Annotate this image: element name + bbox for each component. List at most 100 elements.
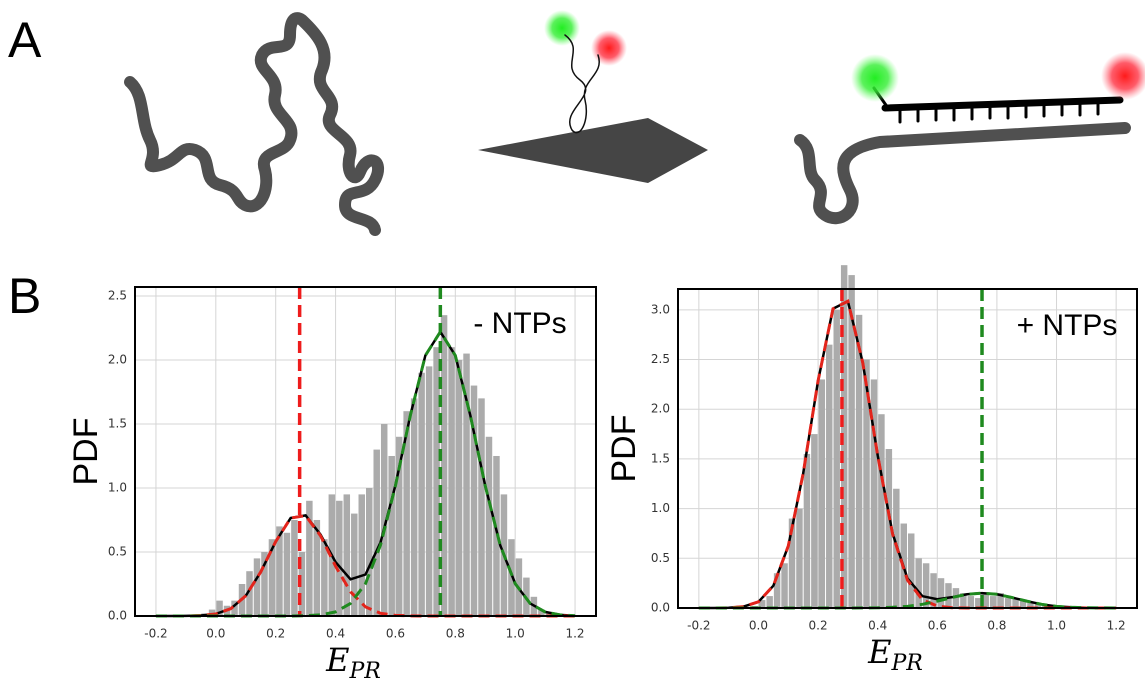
bar bbox=[811, 434, 818, 608]
y-tick-label: 0.5 bbox=[651, 551, 670, 565]
x-axis-label: EPR bbox=[867, 633, 923, 677]
bar bbox=[885, 448, 893, 608]
bar bbox=[380, 423, 388, 616]
bar bbox=[231, 600, 238, 616]
bar bbox=[766, 596, 773, 608]
x-tick-label: 0.2 bbox=[809, 619, 828, 633]
y-tick-label: 2.5 bbox=[108, 288, 127, 302]
x-axis-label-main: E bbox=[867, 633, 891, 671]
bar bbox=[982, 593, 989, 608]
annotation: + NTPs bbox=[1017, 309, 1118, 342]
x-axis-label: EPR bbox=[325, 641, 381, 684]
y-tick-label: 3.0 bbox=[651, 302, 670, 316]
bar bbox=[781, 563, 788, 608]
bar bbox=[268, 539, 276, 616]
y-tick-label: 1.0 bbox=[651, 501, 670, 515]
bar bbox=[773, 573, 781, 608]
plot-area bbox=[678, 289, 1137, 608]
y-tick-label: 2.0 bbox=[108, 352, 127, 366]
bar bbox=[433, 347, 440, 616]
illustration bbox=[124, 10, 1145, 236]
bar bbox=[818, 379, 826, 608]
y-tick-label: 2.0 bbox=[651, 402, 670, 416]
bar bbox=[216, 600, 223, 616]
y-axis-label: PDF bbox=[67, 418, 105, 486]
bar bbox=[366, 487, 373, 616]
bar bbox=[989, 596, 997, 608]
bar bbox=[306, 500, 313, 616]
y-axis-label: PDF bbox=[605, 415, 643, 483]
bar bbox=[298, 551, 306, 616]
bar bbox=[351, 513, 358, 616]
x-axis-label-subscript: PR bbox=[890, 651, 922, 676]
panel-label: A bbox=[8, 12, 42, 68]
x-tick-label: 0.4 bbox=[326, 627, 345, 641]
bar bbox=[863, 359, 870, 608]
x-tick-label: 1.0 bbox=[1047, 619, 1066, 633]
bar bbox=[1012, 598, 1019, 608]
bar bbox=[425, 366, 433, 616]
bar bbox=[915, 558, 922, 608]
bar bbox=[855, 314, 863, 608]
bar bbox=[788, 518, 796, 608]
x-tick-label: 0.4 bbox=[868, 619, 887, 633]
plot-frame bbox=[134, 286, 597, 617]
bar bbox=[388, 455, 395, 616]
panel-label: B bbox=[8, 268, 41, 324]
charts: -0.2 0.0 0.2 0.4 0.6 0.8 1.0 1.2 0.0 0.5 1.0 1.5 2.0… bbox=[67, 265, 1138, 684]
x-tick-label: 0.2 bbox=[266, 627, 285, 641]
bar bbox=[470, 385, 478, 616]
bar bbox=[358, 494, 365, 616]
bar bbox=[336, 500, 343, 616]
bar bbox=[1027, 603, 1034, 608]
x-tick-label: 0.8 bbox=[987, 619, 1006, 633]
bar bbox=[848, 275, 855, 608]
x-tick-label: 0.8 bbox=[446, 627, 465, 641]
x-axis-label-main: E bbox=[325, 641, 349, 679]
bar bbox=[373, 449, 380, 616]
bar bbox=[418, 372, 425, 616]
bar bbox=[796, 508, 803, 608]
bar bbox=[343, 494, 351, 616]
x-tick-label: -0.2 bbox=[687, 619, 710, 633]
bar bbox=[261, 551, 268, 616]
bar bbox=[922, 563, 930, 608]
bar bbox=[283, 532, 291, 616]
bar bbox=[545, 612, 553, 616]
x-tick-label: 0.6 bbox=[386, 627, 405, 641]
plot-frame bbox=[677, 288, 1138, 609]
bar bbox=[878, 414, 885, 608]
x-tick-label: 1.2 bbox=[1107, 619, 1126, 633]
bar bbox=[253, 558, 261, 616]
y-tick-label: 0.0 bbox=[651, 601, 670, 615]
bar bbox=[508, 539, 515, 616]
bar bbox=[930, 573, 937, 608]
annotation: - NTPs bbox=[473, 307, 566, 340]
y-tick-label: 0.5 bbox=[108, 544, 127, 558]
y-tick-label: 0.0 bbox=[108, 609, 127, 623]
bar bbox=[960, 593, 967, 608]
y-tick-label: 1.5 bbox=[108, 416, 127, 430]
x-tick-label: 0.0 bbox=[206, 627, 225, 641]
bar bbox=[833, 309, 840, 608]
x-tick-label: 0.0 bbox=[749, 619, 768, 633]
bar bbox=[208, 609, 216, 616]
bar bbox=[1004, 598, 1012, 608]
y-tick-label: 1.5 bbox=[651, 451, 670, 465]
bar bbox=[937, 578, 945, 608]
chart: -0.2 0.0 0.2 0.4 0.6 0.8 1.0 1.2 0.0 0.5 1.0 1.5 2.0… bbox=[67, 286, 597, 684]
bar bbox=[448, 347, 455, 616]
bar bbox=[291, 519, 298, 616]
y-tick-label: 1.0 bbox=[108, 480, 127, 494]
x-tick-label: 1.2 bbox=[565, 627, 584, 641]
bar bbox=[1019, 600, 1027, 608]
bar bbox=[321, 539, 328, 616]
bar bbox=[538, 609, 545, 616]
bar bbox=[455, 359, 463, 616]
bar bbox=[313, 519, 321, 616]
bar bbox=[840, 265, 848, 608]
bar bbox=[246, 571, 253, 616]
bar bbox=[908, 533, 915, 608]
bar bbox=[440, 315, 448, 616]
